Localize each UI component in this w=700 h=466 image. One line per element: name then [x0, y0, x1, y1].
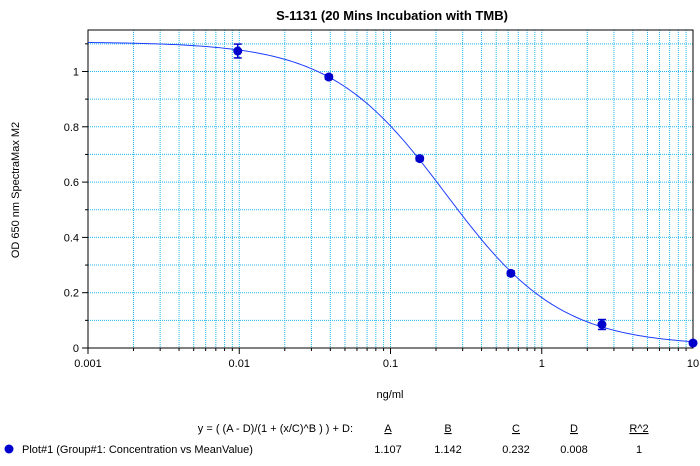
- chart-title: S-1131 (20 Mins Incubation with TMB): [276, 8, 508, 23]
- grid-layer: [87, 30, 693, 348]
- legend-value-c: 0.232: [502, 444, 530, 456]
- data-point: [233, 46, 243, 56]
- legend-value-r2: 1: [636, 444, 642, 456]
- legend-header-r2: R^2: [629, 423, 648, 435]
- data-point: [597, 319, 607, 329]
- y-tick-label: 0.6: [64, 177, 79, 189]
- x-tick-label: 1: [539, 358, 545, 370]
- x-tick-label: 0.001: [74, 358, 102, 370]
- x-tick-label: 10: [687, 358, 699, 370]
- fit-curve: [87, 41, 694, 343]
- legend-header-a: A: [384, 423, 392, 435]
- legend-value-a: 1.107: [374, 444, 402, 456]
- y-tick-label: 1: [73, 66, 79, 78]
- data-point: [506, 268, 516, 278]
- legend-marker: [4, 444, 14, 454]
- data-point: [415, 154, 425, 164]
- legend-value-d: 0.008: [560, 444, 588, 456]
- ticks-layer: 0.001 0.01 0.1 1 10 0 0.2 0.4 0.6 0.8 1: [64, 43, 699, 370]
- fit-equation: y = ( (A - D)/(1 + (x/C)^B ) ) + D:: [198, 423, 353, 435]
- legend-series-name: Plot#1 (Group#1: Concentration vs MeanVa…: [22, 444, 253, 456]
- data-point: [324, 72, 334, 82]
- x-axis-label: ng/ml: [377, 389, 404, 401]
- y-tick-label: 0: [73, 343, 79, 355]
- points-layer: [233, 43, 698, 348]
- data-point: [688, 338, 698, 348]
- x-tick-label: 0.1: [383, 358, 398, 370]
- y-tick-label: 0.2: [64, 288, 79, 300]
- legend-value-b: 1.142: [434, 444, 462, 456]
- legend-header-c: C: [512, 423, 520, 435]
- y-tick-label: 0.4: [64, 232, 79, 244]
- x-tick-label: 0.01: [229, 358, 250, 370]
- legend-header-d: D: [570, 423, 578, 435]
- legend-header-b: B: [444, 423, 451, 435]
- y-axis-label: OD 650 nm SpectraMax M2: [10, 122, 22, 258]
- fit-layer: [87, 41, 694, 343]
- y-tick-label: 0.8: [64, 122, 79, 134]
